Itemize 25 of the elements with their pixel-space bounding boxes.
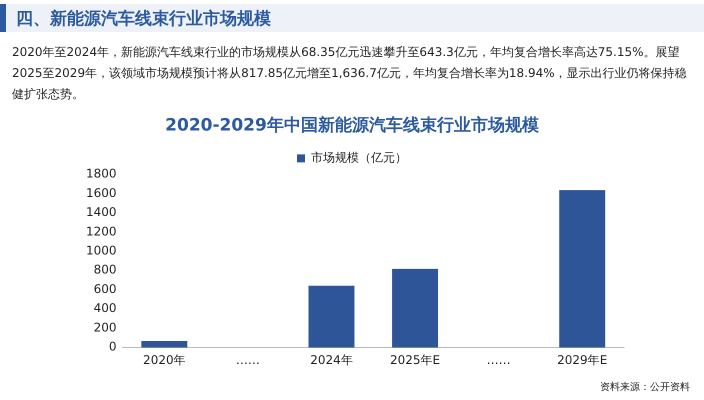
x-tick-label: 2025年E: [390, 352, 440, 367]
y-tick-label: 0: [108, 340, 117, 354]
y-tick-label: 1000: [86, 244, 117, 258]
y-tick-label: 1400: [86, 205, 117, 220]
chart-title: 2020-2029年中国新能源汽车线束行业市场规模: [165, 116, 539, 136]
legend-label: 市场规模（亿元）: [311, 150, 407, 165]
y-tick-label: 1600: [86, 186, 117, 200]
bar: [141, 341, 188, 348]
x-tick-label: 2020年: [143, 352, 186, 367]
text: 资料来源：公开资料: [600, 380, 690, 394]
x-tick-label: 2029年E: [557, 352, 608, 367]
y-tick-label: 1800: [86, 166, 117, 181]
x-tick-label: ……: [236, 352, 260, 367]
y-tick-label: 600: [94, 282, 117, 296]
y-tick-label: 800: [94, 262, 117, 277]
text: 四、新能源汽车线束行业市场规模: [16, 8, 271, 30]
bar: [308, 286, 354, 348]
y-tick-label: 1200: [86, 224, 117, 238]
y-tick-label: 200: [94, 320, 117, 334]
bar: [392, 268, 438, 348]
text: 2020年至2024年，新能源汽车线束行业的市场规模从68.35亿元迅速攀升至643.3亿元，年均复合增长率高达75.15%。展望2025至2029年，该领域市场规模预计将从817.85亿元增至1,636.7亿元，年均复合增长率为18.94%，显示出行业仍将保持稳健扩张态势。: [12, 44, 688, 103]
y-tick-label: 400: [94, 301, 117, 316]
x-tick-label: ……: [486, 352, 511, 367]
bar: [559, 190, 606, 348]
x-tick-label: 2024年: [310, 352, 353, 367]
